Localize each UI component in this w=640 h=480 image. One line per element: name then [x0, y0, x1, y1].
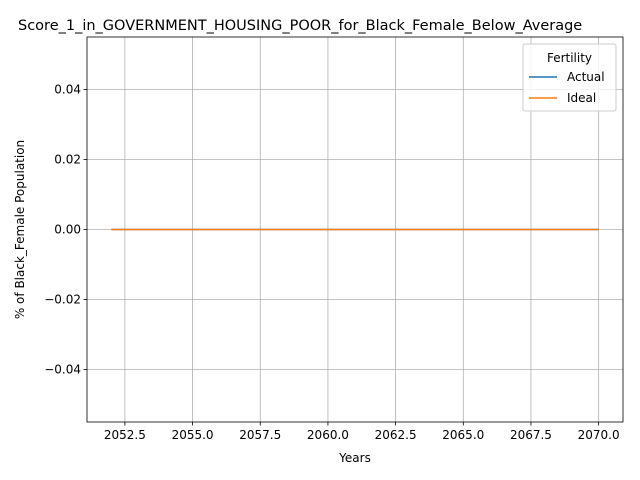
x-tick-label: 2070.0	[578, 428, 620, 442]
y-tick-label: 0.00	[54, 223, 81, 237]
x-tick-label: 2057.5	[239, 428, 281, 442]
x-tick-label: 2065.0	[442, 428, 484, 442]
x-tick-label: 2067.5	[510, 428, 552, 442]
y-tick-label: −0.02	[44, 293, 81, 307]
y-tick-label: 0.04	[54, 83, 81, 97]
legend-title: Fertility	[547, 51, 592, 65]
y-tick-label: 0.02	[54, 153, 81, 167]
y-axis-ticks: −0.04 −0.02 0.00 0.02 0.04	[44, 83, 87, 377]
legend-items: Actual Ideal	[529, 70, 605, 105]
legend-box	[522, 43, 617, 112]
y-axis-label: % of Black_Female Population	[13, 140, 27, 319]
x-tick-label: 2055.0	[172, 428, 214, 442]
legend-label-ideal: Ideal	[567, 91, 596, 105]
legend: Fertility Actual Ideal	[522, 43, 617, 112]
y-tick-label: −0.04	[44, 363, 81, 377]
chart-title: Score_1_in_GOVERNMENT_HOUSING_POOR_for_B…	[18, 18, 582, 34]
x-axis-label: Years	[338, 451, 371, 465]
x-axis-ticks: 2052.5 2055.0 2057.5 2060.0 2062.5 2065.0 2067…	[104, 422, 620, 442]
x-tick-label: 2060.0	[307, 428, 349, 442]
legend-label-actual: Actual	[567, 70, 605, 84]
x-tick-label: 2062.5	[375, 428, 417, 442]
x-tick-label: 2052.5	[104, 428, 146, 442]
